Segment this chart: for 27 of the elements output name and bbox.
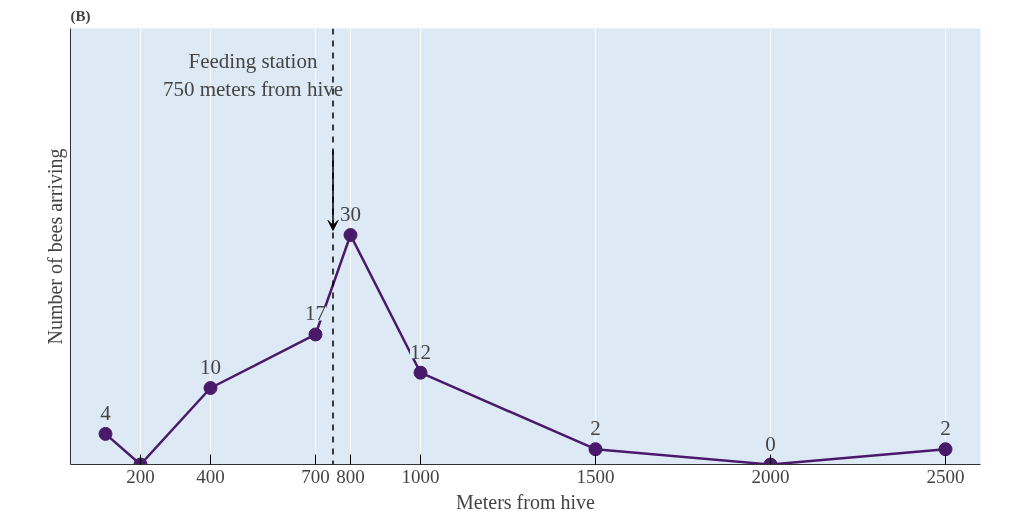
- point: [938, 442, 953, 457]
- point: [413, 365, 428, 380]
- data-label: 30: [340, 202, 361, 227]
- x-tick-label: 1500: [576, 465, 615, 487]
- data-label: 0: [765, 431, 776, 456]
- data-label: 4: [100, 400, 112, 425]
- x-tick-label: 800: [336, 465, 365, 487]
- x-tick-label: 2500: [926, 465, 965, 487]
- x-tick-label: 2000: [751, 465, 790, 487]
- data-label: 2: [590, 416, 601, 441]
- point: [343, 228, 358, 243]
- point: [588, 442, 603, 457]
- point: [98, 426, 113, 441]
- point: [308, 327, 323, 342]
- x-tick-label: 700: [301, 465, 330, 487]
- data-label: 17: [305, 301, 326, 326]
- data-label: 10: [200, 355, 221, 380]
- point: [203, 381, 218, 395]
- chart-title: (B): [70, 7, 91, 25]
- data-label: 12: [410, 339, 431, 364]
- data-label: 2: [940, 416, 951, 441]
- y-axis-title: Number of bees arriving: [43, 148, 67, 345]
- ref-line-label: Feeding station 750 meters from hive: [162, 48, 344, 102]
- x-axis-title: Meters from hive: [456, 490, 596, 513]
- x-tick-label: 400: [196, 465, 225, 487]
- x-tick-label: 1000: [401, 465, 440, 487]
- x-tick-label: 200: [126, 465, 155, 487]
